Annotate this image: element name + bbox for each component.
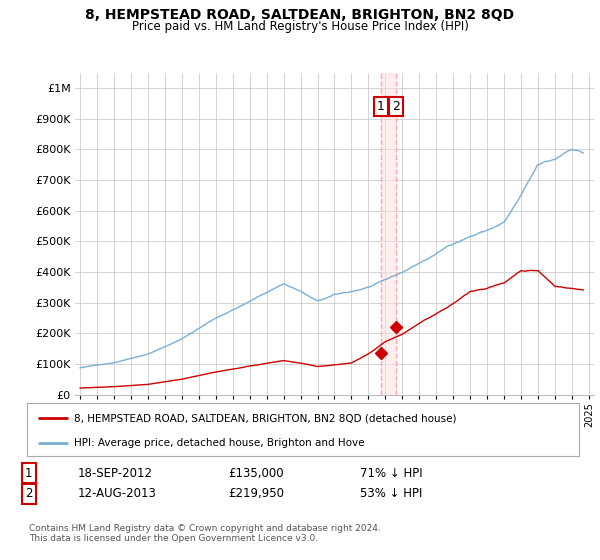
Text: 18-SEP-2012: 18-SEP-2012 — [78, 466, 153, 480]
Text: Price paid vs. HM Land Registry's House Price Index (HPI): Price paid vs. HM Land Registry's House … — [131, 20, 469, 33]
Text: 2: 2 — [392, 100, 400, 113]
Text: HPI: Average price, detached house, Brighton and Hove: HPI: Average price, detached house, Brig… — [74, 438, 364, 448]
Text: 8, HEMPSTEAD ROAD, SALTDEAN, BRIGHTON, BN2 8QD: 8, HEMPSTEAD ROAD, SALTDEAN, BRIGHTON, B… — [85, 8, 515, 22]
Text: 1: 1 — [25, 466, 32, 480]
Text: 8, HEMPSTEAD ROAD, SALTDEAN, BRIGHTON, BN2 8QD (detached house): 8, HEMPSTEAD ROAD, SALTDEAN, BRIGHTON, B… — [74, 413, 457, 423]
Text: 1: 1 — [377, 100, 385, 113]
Text: Contains HM Land Registry data © Crown copyright and database right 2024.
This d: Contains HM Land Registry data © Crown c… — [29, 524, 380, 543]
Text: £219,950: £219,950 — [228, 487, 284, 501]
Bar — [380, 73, 396, 395]
Text: 71% ↓ HPI: 71% ↓ HPI — [360, 466, 422, 480]
Text: £135,000: £135,000 — [228, 466, 284, 480]
Text: 12-AUG-2013: 12-AUG-2013 — [78, 487, 157, 501]
Text: 2: 2 — [25, 487, 32, 501]
Text: 53% ↓ HPI: 53% ↓ HPI — [360, 487, 422, 501]
